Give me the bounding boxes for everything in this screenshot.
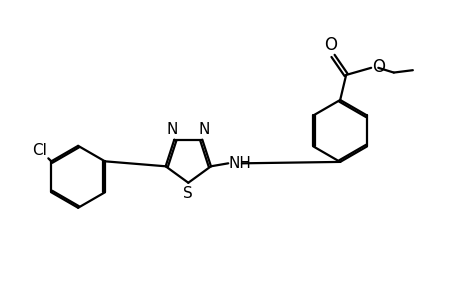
Text: O: O [324,36,336,54]
Text: O: O [371,58,385,76]
Text: N: N [167,122,178,137]
Text: N: N [198,122,209,137]
Text: Cl: Cl [32,143,47,158]
Text: S: S [183,186,193,201]
Text: NH: NH [228,156,251,171]
